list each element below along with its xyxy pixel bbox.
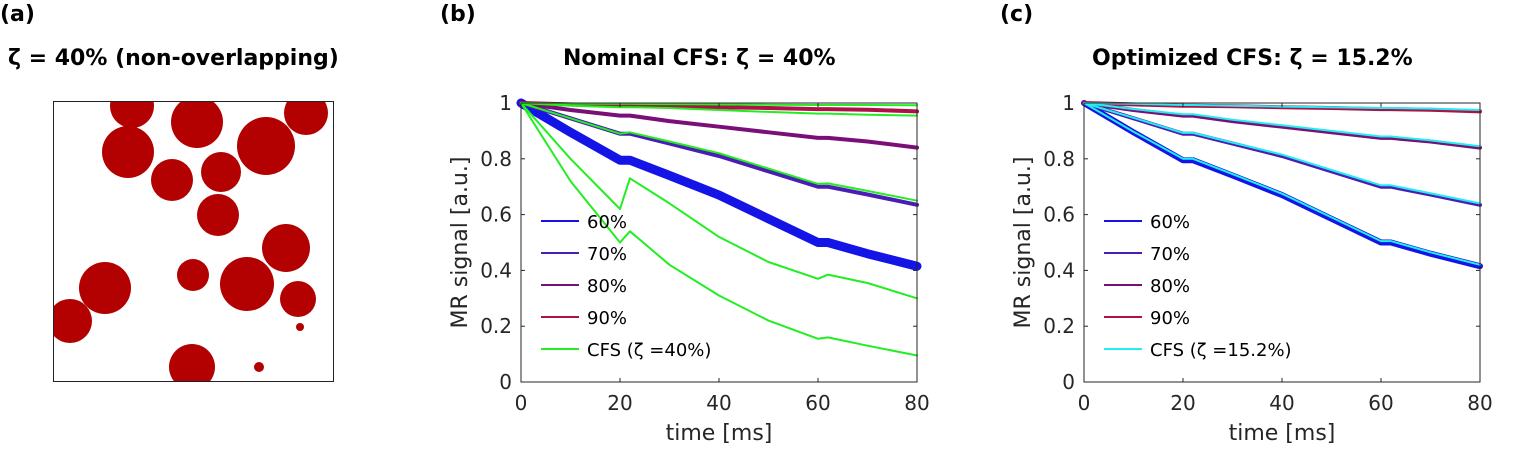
x-tick-label: 20 bbox=[607, 391, 632, 415]
panel-a-title: ζ = 40% (non-overlapping) bbox=[8, 46, 339, 71]
y-tick-label: 1 bbox=[1062, 91, 1075, 115]
legend-label: 80% bbox=[587, 276, 627, 297]
y-tick-label: 0.8 bbox=[480, 147, 512, 171]
plot-area bbox=[1084, 103, 1480, 382]
particle bbox=[220, 257, 274, 311]
y-axis-label: MR signal [a.u.] bbox=[1011, 157, 1036, 329]
y-tick-label: 0.6 bbox=[1043, 203, 1075, 227]
particle bbox=[169, 344, 215, 381]
chart-b: 0 20 40 60 80 0 0.2 0.4 0.6 0.8 1 time [ms] MR signa… bbox=[448, 91, 930, 446]
y-tick-label: 0.2 bbox=[1043, 314, 1075, 338]
particle bbox=[79, 262, 131, 314]
particle bbox=[296, 323, 304, 331]
x-tick-label: 0 bbox=[515, 391, 528, 415]
x-tick-label: 40 bbox=[706, 391, 731, 415]
particle-geometry-image bbox=[53, 101, 334, 382]
y-tick-label: 0.4 bbox=[480, 258, 512, 282]
y-tick-label: 0.8 bbox=[1043, 147, 1075, 171]
particle bbox=[197, 194, 239, 236]
x-tick-label: 80 bbox=[1467, 391, 1492, 415]
series-line bbox=[519, 101, 919, 114]
series-line bbox=[516, 98, 922, 271]
x-tick-label: 60 bbox=[1368, 391, 1393, 415]
legend-label: 80% bbox=[1150, 276, 1190, 297]
series-line bbox=[520, 102, 918, 357]
x-tick-label: 0 bbox=[1078, 391, 1091, 415]
legend-label: 90% bbox=[1150, 308, 1190, 329]
particle bbox=[254, 362, 264, 372]
series-line bbox=[520, 102, 918, 300]
particle bbox=[280, 281, 316, 317]
y-tick-label: 1 bbox=[499, 91, 512, 115]
series-line bbox=[1083, 102, 1481, 266]
x-tick-label: 80 bbox=[904, 391, 929, 415]
y-axis-label: MR signal [a.u.] bbox=[448, 157, 473, 329]
y-tick-label: 0 bbox=[499, 370, 512, 394]
panel-b-letter: (b) bbox=[440, 2, 476, 27]
particle bbox=[102, 126, 154, 178]
x-tick-label: 60 bbox=[805, 391, 830, 415]
series-line bbox=[520, 102, 918, 117]
x-tick-label: 40 bbox=[1269, 391, 1294, 415]
legend-label: CFS (ζ =40%) bbox=[587, 340, 711, 361]
particle bbox=[284, 102, 328, 135]
panel-b-title: Nominal CFS: ζ = 40% bbox=[563, 46, 836, 71]
series-line bbox=[519, 101, 919, 150]
panel-c-letter: (c) bbox=[1000, 2, 1034, 27]
particle-map bbox=[54, 102, 328, 381]
plot-area bbox=[521, 103, 917, 382]
legend-label: 60% bbox=[587, 212, 627, 233]
y-tick-label: 0.2 bbox=[480, 314, 512, 338]
series-line bbox=[1082, 101, 1482, 150]
y-tick-label: 0 bbox=[1062, 370, 1075, 394]
series-line bbox=[520, 102, 918, 202]
x-axis-label: time [ms] bbox=[1229, 421, 1336, 446]
panel-c-title: Optimized CFS: ζ = 15.2% bbox=[1092, 46, 1413, 71]
particle bbox=[177, 259, 209, 291]
x-tick-label: 20 bbox=[1170, 391, 1195, 415]
legend: 60% 70% 80% 90% CFS (ζ =40%) bbox=[541, 212, 711, 361]
particle bbox=[110, 102, 154, 128]
legend-label: 70% bbox=[1150, 244, 1190, 265]
legend-label: 90% bbox=[587, 308, 627, 329]
particle bbox=[237, 117, 295, 175]
legend: 60% 70% 80% 90% CFS (ζ =15.2%) bbox=[1104, 212, 1292, 361]
chart-c: 0 20 40 60 80 0 0.2 0.4 0.6 0.8 1 time [ms] MR signa… bbox=[1011, 91, 1493, 446]
x-axis-label: time [ms] bbox=[666, 421, 773, 446]
legend-label: CFS (ζ =15.2%) bbox=[1150, 340, 1292, 361]
y-tick-label: 0.6 bbox=[480, 203, 512, 227]
series-line bbox=[1083, 102, 1481, 205]
particle bbox=[262, 224, 310, 272]
y-tick-label: 0.4 bbox=[1043, 258, 1075, 282]
legend-label: 70% bbox=[587, 244, 627, 265]
particle bbox=[151, 159, 193, 201]
series-line bbox=[1083, 102, 1481, 148]
particle bbox=[171, 102, 223, 148]
legend-label: 60% bbox=[1150, 212, 1190, 233]
particle bbox=[201, 152, 241, 192]
panel-a-letter: (a) bbox=[0, 2, 35, 27]
particle bbox=[54, 299, 92, 343]
